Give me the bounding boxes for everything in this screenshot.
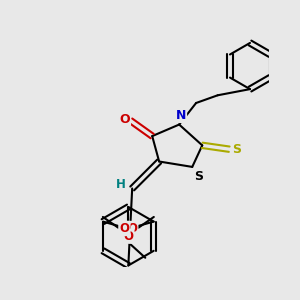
Text: S: S — [194, 169, 203, 183]
Text: H: H — [116, 178, 126, 191]
Text: O: O — [123, 230, 133, 243]
Text: N: N — [176, 109, 186, 122]
Text: S: S — [232, 143, 242, 156]
Text: O: O — [119, 113, 130, 126]
Text: O: O — [119, 222, 129, 235]
Text: O: O — [127, 222, 137, 235]
